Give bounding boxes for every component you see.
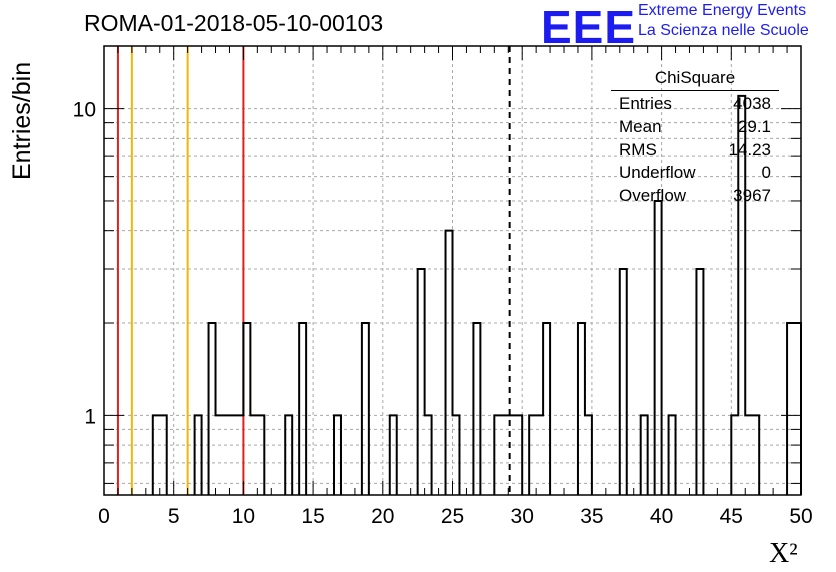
logo-caption-line2: La Scienza nelle Scuole — [638, 22, 809, 39]
histogram-bar — [444, 229, 461, 495]
histogram-bar — [639, 414, 649, 495]
y-tick-label: 1 — [84, 405, 96, 428]
x-tick-label: 0 — [98, 505, 110, 528]
histogram-bar — [298, 322, 308, 495]
stats-row-rms: RMS 14.23 — [611, 138, 779, 161]
x-tick-label: 5 — [168, 505, 180, 528]
x-tick-label: 40 — [650, 505, 673, 528]
stats-title: ChiSquare — [611, 68, 779, 91]
plot-title: ROMA-01-2018-05-10-00103 — [84, 10, 384, 36]
histogram-bar — [493, 414, 524, 495]
histogram-bar — [193, 414, 203, 495]
x-tick-label: 45 — [720, 505, 743, 528]
histogram-bar — [416, 268, 433, 495]
histogram-bar — [667, 414, 677, 495]
stats-row-mean: Mean 29.1 — [611, 115, 779, 138]
histogram-bar — [653, 199, 663, 495]
stats-box: ChiSquare Entries 4038 Mean 29.1 RMS 14.… — [611, 68, 779, 207]
axis-ticks — [103, 46, 802, 495]
histogram-bar — [576, 322, 593, 495]
x-tick-labels: 0 5 10 15 20 25 30 35 40 45 50 — [98, 505, 813, 528]
histogram-bar — [472, 322, 482, 495]
x-tick-label: 25 — [441, 505, 464, 528]
x-tick-label: 10 — [232, 505, 255, 528]
histogram-bar — [333, 414, 342, 495]
stats-value: 4038 — [733, 94, 771, 113]
histogram-bar — [618, 268, 628, 495]
histogram-bar — [360, 322, 370, 495]
y-axis-label: Entries/bin — [8, 61, 36, 180]
eee-logo: EEE — [541, 1, 637, 53]
histogram-bar — [528, 322, 552, 495]
histogram-bar — [786, 322, 802, 495]
x-tick-label: 35 — [580, 505, 603, 528]
stats-label: Overflow — [619, 186, 687, 205]
stats-label: Entries — [619, 94, 672, 113]
histogram-bars — [151, 94, 802, 495]
stats-value: 0 — [761, 163, 771, 182]
x-axis-label: X² — [769, 538, 798, 569]
logo-caption-line1: Extreme Energy Events — [638, 2, 807, 19]
histogram-bar — [388, 414, 398, 495]
histogram-bar — [207, 322, 266, 495]
histogram-bar — [730, 94, 761, 495]
x-tick-label: 15 — [301, 505, 324, 528]
histogram-bar — [151, 414, 168, 495]
x-tick-label: 50 — [789, 505, 812, 528]
stats-row-underflow: Underflow 0 — [611, 161, 779, 184]
stats-value: 29.1 — [737, 117, 771, 136]
stats-row-overflow: Overflow 3967 — [611, 184, 779, 207]
reference-lines — [116, 46, 511, 495]
histogram-bar — [695, 268, 705, 495]
histogram-bar — [284, 414, 294, 495]
stats-row-entries: Entries 4038 — [611, 92, 779, 115]
y-tick-labels: 1 10 — [73, 99, 96, 429]
y-tick-label: 10 — [73, 99, 96, 122]
stats-label: RMS — [619, 140, 657, 159]
stats-value: 14.23 — [728, 140, 771, 159]
stats-value: 3967 — [733, 186, 771, 205]
stats-label: Underflow — [619, 163, 696, 182]
stats-label: Mean — [619, 117, 662, 136]
x-tick-label: 20 — [371, 505, 394, 528]
x-tick-label: 30 — [511, 505, 534, 528]
